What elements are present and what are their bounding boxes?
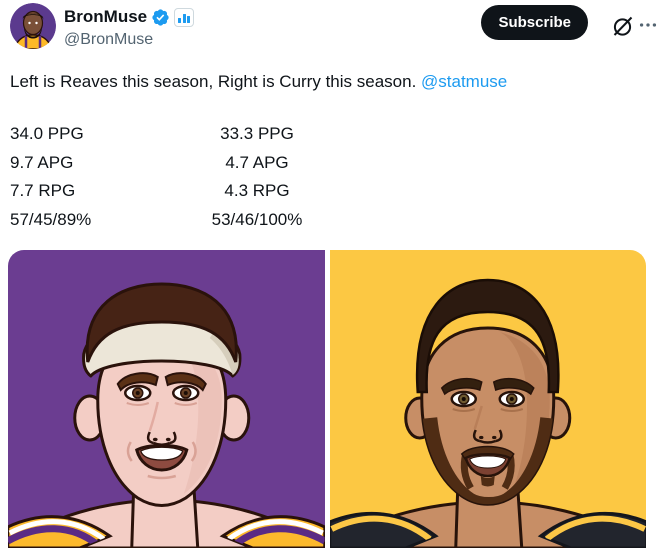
author-handle[interactable]: @BronMuse <box>64 31 154 48</box>
curry-jersey <box>329 511 646 548</box>
reaves-image[interactable] <box>8 250 325 548</box>
reaves-illustration <box>8 282 325 548</box>
curry-nose <box>472 405 503 444</box>
curry-hair <box>415 278 560 394</box>
reaves-hair <box>85 282 238 363</box>
curry-apg: 4.7 APG <box>225 152 289 172</box>
more-menu-button[interactable] <box>636 13 660 39</box>
stats-block: 34.0 PPG 33.3 PPG 9.7 APG 4.7 APG 7.7 RP… <box>10 120 410 234</box>
bar-chart-icon <box>178 17 182 23</box>
curry-rpg: 4.3 RPG <box>224 181 290 200</box>
affiliate-statmuse-badge[interactable] <box>174 7 195 27</box>
bar-chart-icon <box>187 15 191 23</box>
curry-illustration <box>329 278 646 548</box>
reaves-shooting-splits: 57/45/89% <box>10 209 92 229</box>
author-name[interactable]: BronMuse <box>64 7 148 26</box>
tweet-text-body: Left is Reaves this season, Right is Cur… <box>10 72 422 91</box>
curry-face <box>419 326 555 506</box>
stat-row-ppg: 34.0 PPG 33.3 PPG <box>10 120 410 149</box>
curry-mouth <box>460 445 515 478</box>
stat-row-apg: 9.7 APG 4.7 APG <box>10 149 410 178</box>
curry-ppg: 33.3 PPG <box>220 124 294 143</box>
stat-row-rpg: 7.7 RPG 4.3 RPG <box>10 177 410 206</box>
mention-statmuse-link[interactable]: @statmuse <box>421 72 508 91</box>
reaves-apg: 9.7 APG <box>10 152 74 172</box>
reaves-ppg: 34.0 PPG <box>10 124 84 143</box>
avatar-cartoon <box>10 3 56 49</box>
reaves-jersey <box>8 515 325 548</box>
tweet-media <box>8 250 646 548</box>
subscribe-button[interactable]: Subscribe <box>481 5 588 40</box>
author-row: BronMuse <box>64 7 195 27</box>
tweet-text: Left is Reaves this season, Right is Cur… <box>10 70 654 94</box>
avatar[interactable] <box>10 3 56 49</box>
curry-shooting-splits: 53/46/100% <box>211 209 303 229</box>
reaves-eyes <box>124 384 200 406</box>
bar-chart-icon <box>182 13 186 23</box>
reaves-nose <box>146 401 177 446</box>
grok-icon <box>613 16 633 36</box>
curry-image[interactable] <box>329 250 646 548</box>
curry-eyes <box>450 390 525 412</box>
grok-button[interactable] <box>610 13 636 39</box>
more-icon <box>639 22 657 27</box>
reaves-mouth <box>126 441 197 480</box>
stat-row-splits: 57/45/89% 53/46/100% <box>10 206 410 235</box>
reaves-rpg: 7.7 RPG <box>10 181 76 200</box>
verified-badge-icon <box>152 8 169 26</box>
